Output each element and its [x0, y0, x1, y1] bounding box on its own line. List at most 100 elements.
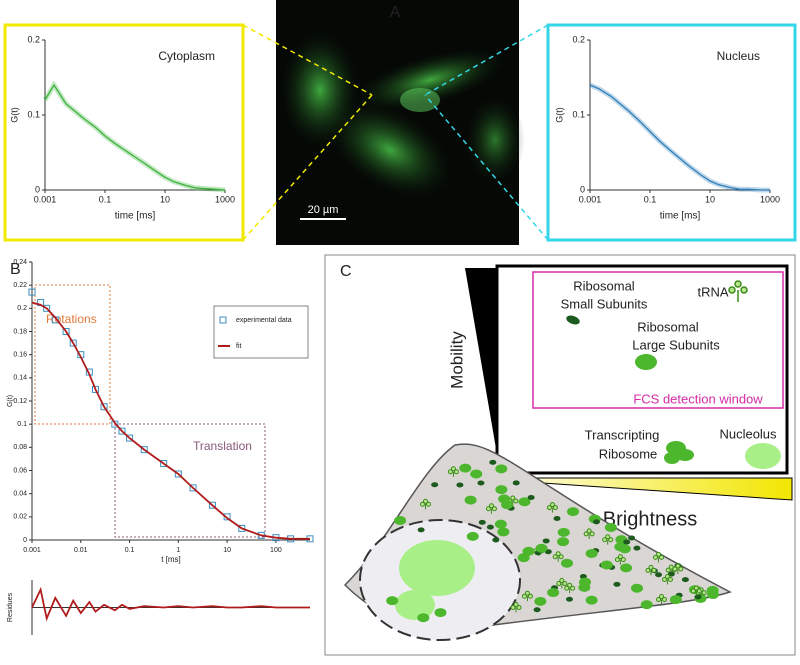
trna-part [510, 604, 516, 610]
trna-part [672, 566, 678, 572]
x-axis-label: t [ms] [161, 555, 181, 564]
particle [434, 608, 447, 618]
x-tick-label: 0.001 [23, 547, 41, 554]
trna-part [661, 576, 667, 582]
particle [623, 539, 631, 545]
trna-part [510, 495, 516, 501]
trna-part [552, 505, 558, 511]
y-tick-label: 0.08 [13, 444, 27, 451]
trna-icon [602, 534, 614, 545]
y-axis-label: G(t) [9, 107, 19, 123]
trna-icon [653, 551, 665, 563]
trna-icon [510, 601, 522, 613]
x-tick-label: 10 [705, 194, 715, 204]
particle [431, 482, 439, 488]
y-tick-label: 0.1 [27, 109, 40, 119]
label: Ribosome [599, 446, 658, 461]
particle [706, 590, 719, 600]
x-tick-label: 0.1 [99, 194, 112, 204]
x-tick-label: 10 [223, 547, 231, 554]
trna-part [564, 585, 570, 591]
label: Large Subunits [632, 337, 720, 352]
particle [495, 485, 508, 495]
particle [464, 495, 477, 505]
trna-part [668, 564, 674, 570]
particle [565, 596, 573, 602]
y-tick-label: 0.12 [13, 398, 27, 405]
data-point [238, 524, 246, 532]
x-tick-label: 0.001 [34, 194, 57, 204]
trna-icon [661, 573, 673, 585]
translation-box [114, 423, 266, 538]
particle [578, 577, 591, 587]
particle [522, 546, 535, 556]
particle [600, 560, 613, 570]
particle [557, 537, 570, 547]
trna-part [485, 506, 491, 512]
y-axis-label: G(t) [7, 395, 14, 407]
trna-icon [419, 498, 431, 510]
trna-part [667, 576, 673, 582]
x-axis-label: time [ms] [115, 211, 156, 222]
y-tick-label: 0 [23, 537, 27, 544]
particle [604, 522, 617, 532]
particle [501, 500, 514, 510]
trna-part [586, 528, 592, 534]
x-tick-label: 10 [160, 194, 170, 204]
trna-icon [556, 578, 568, 589]
annotation: Cytoplasm [158, 49, 215, 63]
trna-part [524, 590, 530, 596]
data-point [160, 460, 168, 468]
y-tick-label: 0.1 [572, 109, 585, 119]
frame-yellow [3, 23, 245, 242]
axis-label: Mobility [447, 331, 466, 389]
trna-part [555, 551, 561, 557]
detection-window [532, 271, 784, 409]
x-tick-label: 0.01 [74, 547, 88, 554]
trna-part [552, 554, 558, 560]
label: Small Subunits [561, 296, 648, 311]
particle [512, 480, 520, 486]
series-line [44, 83, 226, 191]
particle [620, 563, 633, 573]
box [495, 264, 789, 475]
trna-part [559, 578, 565, 584]
legend-label: experimental data [236, 317, 292, 324]
particle [495, 464, 508, 474]
trna-part [675, 563, 681, 569]
trna-part [659, 593, 665, 599]
trna-part [546, 505, 552, 511]
y-tick-label: 0.1 [17, 421, 27, 428]
trna-icon [552, 551, 564, 562]
trna-part [645, 567, 651, 573]
y-tick-label: 0.14 [13, 375, 27, 382]
data-point [91, 385, 99, 393]
annotation: Translation [193, 439, 252, 453]
particle [534, 596, 547, 606]
particle [470, 469, 483, 479]
particle [417, 613, 430, 623]
brightness-wedge [469, 477, 793, 501]
panel-frame [324, 254, 796, 656]
trna-part [656, 551, 662, 557]
rotations-box [34, 284, 111, 425]
trna-part [678, 566, 684, 572]
trna-part [425, 501, 431, 507]
x-tick-label: 0.1 [644, 194, 657, 204]
particle [466, 531, 479, 541]
y-axis-label: G(t) [554, 107, 564, 123]
trna-icon [645, 564, 657, 576]
particle [618, 544, 631, 554]
particle [542, 538, 550, 544]
trna-part [602, 537, 608, 543]
particle [640, 600, 653, 610]
y-tick-label: 0.02 [13, 514, 27, 521]
y-tick-label: 0.04 [13, 491, 27, 498]
particle [655, 572, 663, 578]
trna-part [570, 585, 576, 591]
trna-icon [546, 502, 558, 513]
panel-label: C [340, 263, 352, 280]
data-point [174, 470, 182, 478]
particle [585, 595, 598, 605]
